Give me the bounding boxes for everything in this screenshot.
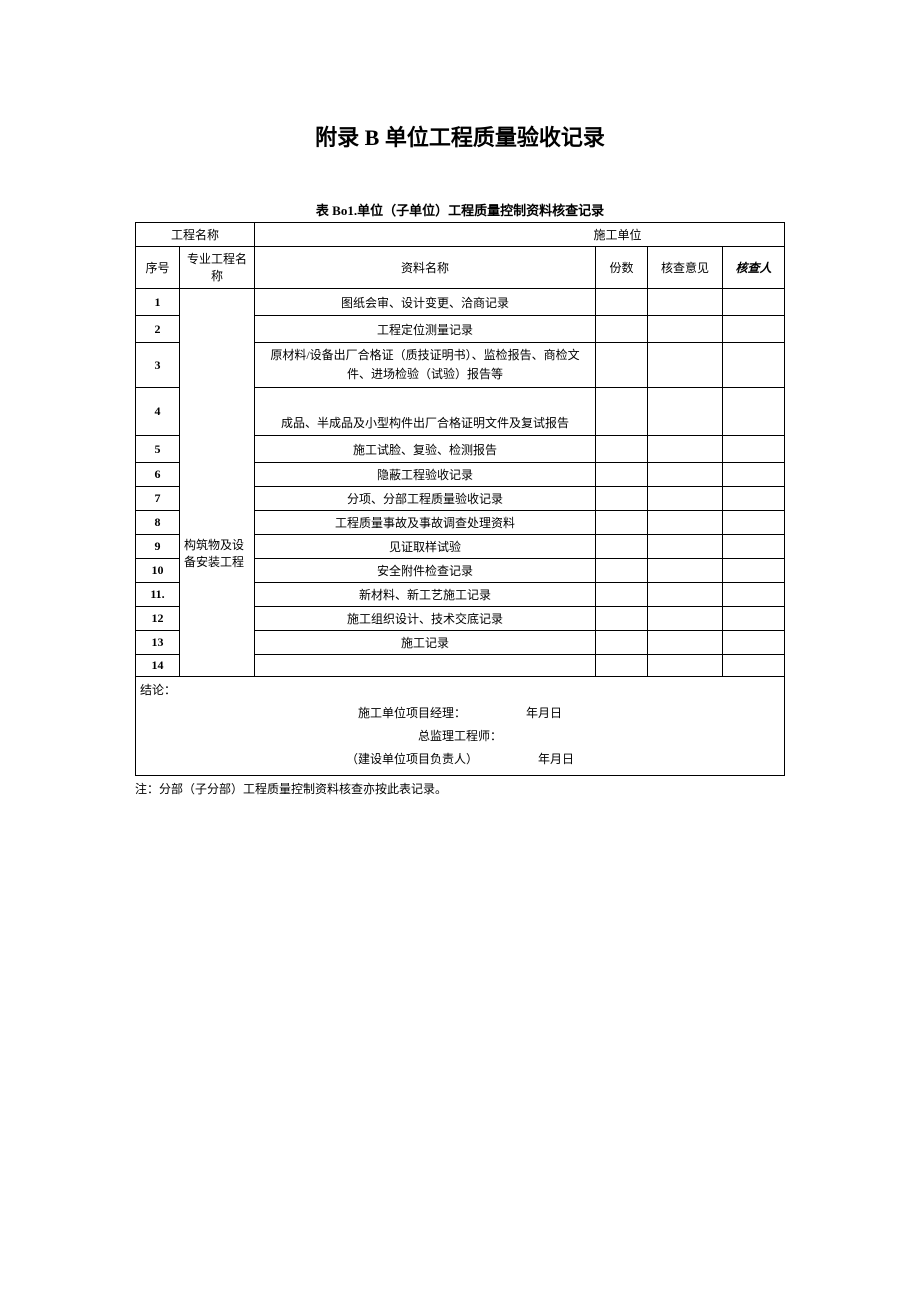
checker-cell <box>723 463 785 487</box>
opinion-cell <box>648 289 723 316</box>
document-title: 附录 B 单位工程质量验收记录 <box>135 120 785 152</box>
owner-label: （建设单位项目负责人） <box>346 750 478 767</box>
header-construction-unit: 施工单位 <box>255 223 785 247</box>
copies-cell <box>596 583 648 607</box>
date-2: 年月日 <box>538 750 574 767</box>
header-checker: 核查人 <box>723 247 785 289</box>
opinion-cell <box>648 388 723 436</box>
opinion-cell <box>648 655 723 677</box>
material-cell: 新材料、新工艺施工记录 <box>255 583 596 607</box>
copies-cell <box>596 535 648 559</box>
checker-cell <box>723 535 785 559</box>
opinion-cell <box>648 343 723 388</box>
seq-cell: 9 <box>136 535 180 559</box>
copies-cell <box>596 289 648 316</box>
checker-cell <box>723 559 785 583</box>
seq-cell: 3 <box>136 343 180 388</box>
material-cell: 图纸会审、设计变更、洽商记录 <box>255 289 596 316</box>
material-cell: 工程定位测量记录 <box>255 316 596 343</box>
material-cell: 分项、分部工程质量验收记录 <box>255 487 596 511</box>
opinion-cell <box>648 535 723 559</box>
seq-cell: 6 <box>136 463 180 487</box>
seq-cell: 14 <box>136 655 180 677</box>
opinion-cell <box>648 607 723 631</box>
copies-cell <box>596 655 648 677</box>
spec-category-cell: 构筑物及设备安装工程 <box>180 289 255 677</box>
material-cell: 隐蔽工程验收记录 <box>255 463 596 487</box>
checker-cell <box>723 487 785 511</box>
seq-cell: 13 <box>136 631 180 655</box>
seq-cell: 4 <box>136 388 180 436</box>
seq-cell: 5 <box>136 436 180 463</box>
material-cell <box>255 655 596 677</box>
copies-cell <box>596 487 648 511</box>
header-project-name: 工程名称 <box>136 223 255 247</box>
copies-cell <box>596 463 648 487</box>
header-seq: 序号 <box>136 247 180 289</box>
opinion-cell <box>648 463 723 487</box>
seq-cell: 7 <box>136 487 180 511</box>
checker-cell <box>723 607 785 631</box>
copies-cell <box>596 631 648 655</box>
engineer-label: 总监理工程师： <box>140 727 780 744</box>
material-cell: 安全附件检查记录 <box>255 559 596 583</box>
checker-cell <box>723 388 785 436</box>
opinion-cell <box>648 436 723 463</box>
seq-cell: 2 <box>136 316 180 343</box>
copies-cell <box>596 343 648 388</box>
opinion-cell <box>648 583 723 607</box>
opinion-cell <box>648 316 723 343</box>
date-1: 年月日 <box>526 704 562 721</box>
header-copies: 份数 <box>596 247 648 289</box>
material-cell: 工程质量事故及事故调查处理资料 <box>255 511 596 535</box>
copies-cell <box>596 388 648 436</box>
opinion-cell <box>648 559 723 583</box>
conclusion-label: 结论： <box>140 681 780 698</box>
copies-cell <box>596 559 648 583</box>
opinion-cell <box>648 487 723 511</box>
conclusion-cell: 结论： 施工单位项目经理： 年月日 总监理工程师： （建设单位项目负责人） 年月… <box>136 677 785 776</box>
pm-label: 施工单位项目经理： <box>358 704 466 721</box>
table-subtitle: 表 Bo1.单位（子单位）工程质量控制资料核查记录 <box>135 200 785 219</box>
inspection-table: 工程名称 施工单位 序号 专业工程名称 资料名称 份数 核查意见 核查人 1 构… <box>135 222 785 776</box>
checker-cell <box>723 316 785 343</box>
material-cell: 原材料/设备出厂合格证（质技证明书）、监检报告、商检文件、进场检验（试验）报告等 <box>255 343 596 388</box>
signature-row-1: 施工单位项目经理： 年月日 <box>140 704 780 721</box>
seq-cell: 10 <box>136 559 180 583</box>
seq-cell: 1 <box>136 289 180 316</box>
seq-cell: 11. <box>136 583 180 607</box>
seq-cell: 8 <box>136 511 180 535</box>
checker-cell <box>723 583 785 607</box>
material-cell: 施工组织设计、技术交底记录 <box>255 607 596 631</box>
copies-cell <box>596 316 648 343</box>
checker-cell <box>723 655 785 677</box>
material-cell: 见证取样试验 <box>255 535 596 559</box>
copies-cell <box>596 511 648 535</box>
header-opinion: 核查意见 <box>648 247 723 289</box>
material-cell: 施工试脸、复验、检测报告 <box>255 436 596 463</box>
opinion-cell <box>648 631 723 655</box>
copies-cell <box>596 607 648 631</box>
checker-cell <box>723 289 785 316</box>
footnote: 注：分部（子分部）工程质量控制资料核查亦按此表记录。 <box>135 780 785 797</box>
material-cell: 施工记录 <box>255 631 596 655</box>
header-spec-name: 专业工程名称 <box>180 247 255 289</box>
material-cell: 成品、半成品及小型构件出厂合格证明文件及复试报告 <box>255 388 596 436</box>
copies-cell <box>596 436 648 463</box>
checker-cell <box>723 511 785 535</box>
checker-cell <box>723 343 785 388</box>
signature-row-2: （建设单位项目负责人） 年月日 <box>140 750 780 767</box>
checker-cell <box>723 631 785 655</box>
checker-cell <box>723 436 785 463</box>
seq-cell: 12 <box>136 607 180 631</box>
opinion-cell <box>648 511 723 535</box>
header-material-name: 资料名称 <box>255 247 596 289</box>
